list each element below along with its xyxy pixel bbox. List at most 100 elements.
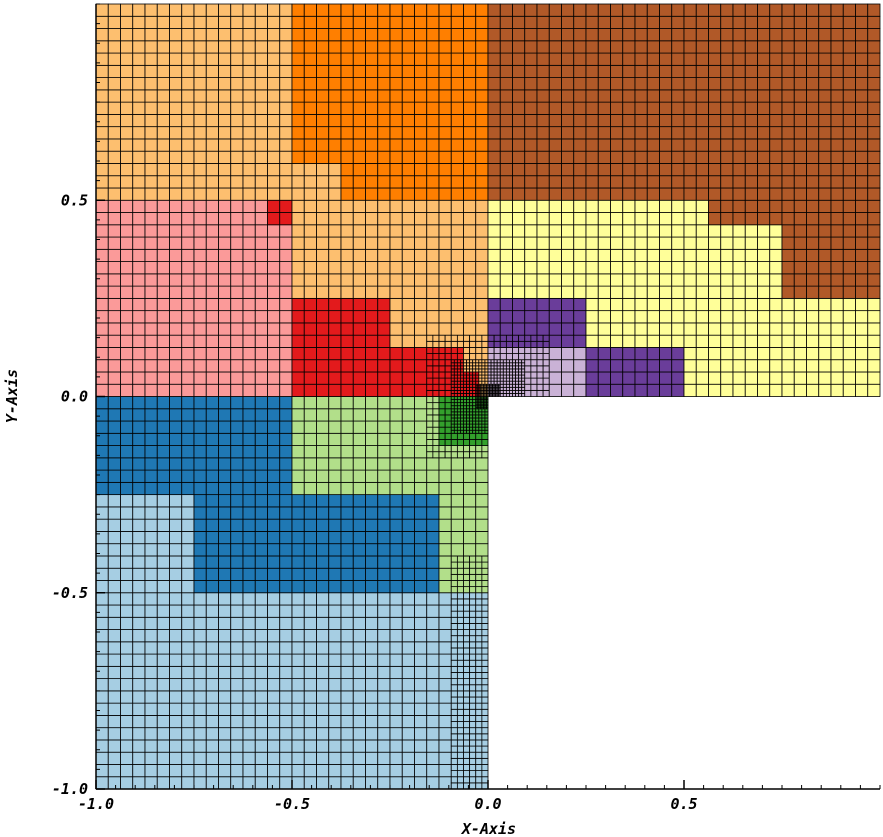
mesh-cell xyxy=(230,297,244,312)
mesh-cell xyxy=(291,40,305,54)
mesh-cell xyxy=(132,751,146,765)
mesh-cell xyxy=(683,359,697,373)
mesh-cell xyxy=(414,518,428,532)
mesh-cell xyxy=(695,199,709,213)
mesh-cell xyxy=(597,28,611,42)
mesh-cell xyxy=(267,531,281,545)
mesh-cell xyxy=(460,405,464,410)
mesh-cell xyxy=(328,751,342,765)
mesh-cell xyxy=(156,101,170,115)
mesh-cell xyxy=(475,248,489,262)
mesh-cell xyxy=(466,393,471,397)
mesh-cell xyxy=(279,347,293,361)
mesh-cell xyxy=(414,359,428,373)
mesh-cell xyxy=(279,28,293,42)
mesh-cell xyxy=(242,629,256,643)
mesh-cell xyxy=(169,113,183,128)
mesh-cell xyxy=(254,567,268,581)
mesh-cell xyxy=(230,224,244,238)
mesh-cell xyxy=(708,40,722,54)
mesh-cell xyxy=(634,347,648,361)
mesh-cell xyxy=(597,163,611,177)
mesh-cell xyxy=(230,383,244,397)
mesh-cell xyxy=(230,481,244,496)
mesh-cell xyxy=(432,377,440,385)
mesh-cell xyxy=(499,3,513,17)
mesh-cell xyxy=(279,457,293,471)
mesh-cell xyxy=(316,113,330,128)
mesh-cell xyxy=(818,40,832,54)
mesh-cell xyxy=(456,672,464,680)
mesh-cell xyxy=(720,89,734,103)
mesh-cell xyxy=(389,310,403,324)
mesh-cell xyxy=(463,727,471,735)
mesh-cell xyxy=(254,396,268,410)
mesh-cell xyxy=(205,236,219,250)
mesh-cell xyxy=(472,380,477,385)
mesh-cell xyxy=(365,776,379,790)
mesh-cell xyxy=(401,665,415,680)
mesh-cell xyxy=(744,261,758,275)
mesh-cell xyxy=(254,776,268,790)
mesh-cell xyxy=(548,175,562,189)
mesh-cell xyxy=(316,163,330,177)
mesh-cell xyxy=(548,52,562,66)
mesh-cell xyxy=(242,40,256,54)
mesh-cell xyxy=(414,383,428,397)
mesh-cell xyxy=(401,150,415,164)
mesh-cell xyxy=(708,322,722,336)
mesh-cell xyxy=(463,457,477,471)
mesh-cell xyxy=(708,187,722,201)
mesh-cell xyxy=(205,199,219,213)
mesh-cell xyxy=(144,641,158,655)
mesh-cell xyxy=(205,481,219,496)
y-tick-label: -1.0 xyxy=(52,780,88,798)
mesh-cell xyxy=(509,374,513,379)
mesh-cell xyxy=(401,567,415,581)
mesh-cell xyxy=(512,224,526,238)
mesh-cell xyxy=(291,236,305,250)
mesh-cell xyxy=(475,543,489,557)
mesh-cell xyxy=(254,52,268,66)
mesh-cell xyxy=(683,212,697,226)
mesh-cell xyxy=(521,368,526,373)
mesh-cell xyxy=(352,665,366,680)
mesh-cell xyxy=(708,334,722,348)
mesh-cell xyxy=(512,236,526,250)
mesh-cell xyxy=(524,101,538,115)
mesh-cell xyxy=(818,383,832,397)
mesh-cell xyxy=(279,629,293,643)
mesh-cell xyxy=(401,261,415,275)
mesh-cell xyxy=(475,411,480,416)
mesh-cell xyxy=(481,380,486,385)
mesh-cell xyxy=(683,101,697,115)
mesh-cell xyxy=(450,399,455,404)
mesh-cell xyxy=(757,347,771,361)
mesh-cell xyxy=(585,371,599,385)
mesh-cell xyxy=(414,101,428,115)
mesh-cell xyxy=(340,248,354,262)
mesh-cell xyxy=(505,347,513,354)
mesh-cell xyxy=(377,248,391,262)
mesh-cell xyxy=(156,518,170,532)
mesh-cell xyxy=(120,126,134,140)
mesh-cell xyxy=(414,396,428,410)
mesh-cell xyxy=(573,126,587,140)
mesh-cell xyxy=(659,150,673,164)
mesh-cell xyxy=(291,187,305,201)
mesh-cell xyxy=(659,113,673,128)
mesh-cell xyxy=(377,3,391,17)
mesh-cell xyxy=(472,423,477,428)
mesh-cell xyxy=(597,273,611,287)
mesh-cell xyxy=(426,457,440,471)
mesh-cell xyxy=(267,727,281,741)
mesh-cell xyxy=(426,690,440,704)
mesh-cell xyxy=(230,28,244,42)
mesh-cell xyxy=(818,126,832,140)
mesh-cell xyxy=(463,212,477,226)
mesh-cell xyxy=(671,334,685,348)
mesh-cell xyxy=(481,580,489,588)
mesh-cell xyxy=(365,629,379,643)
mesh-cell xyxy=(205,751,219,765)
mesh-cell xyxy=(487,150,501,164)
